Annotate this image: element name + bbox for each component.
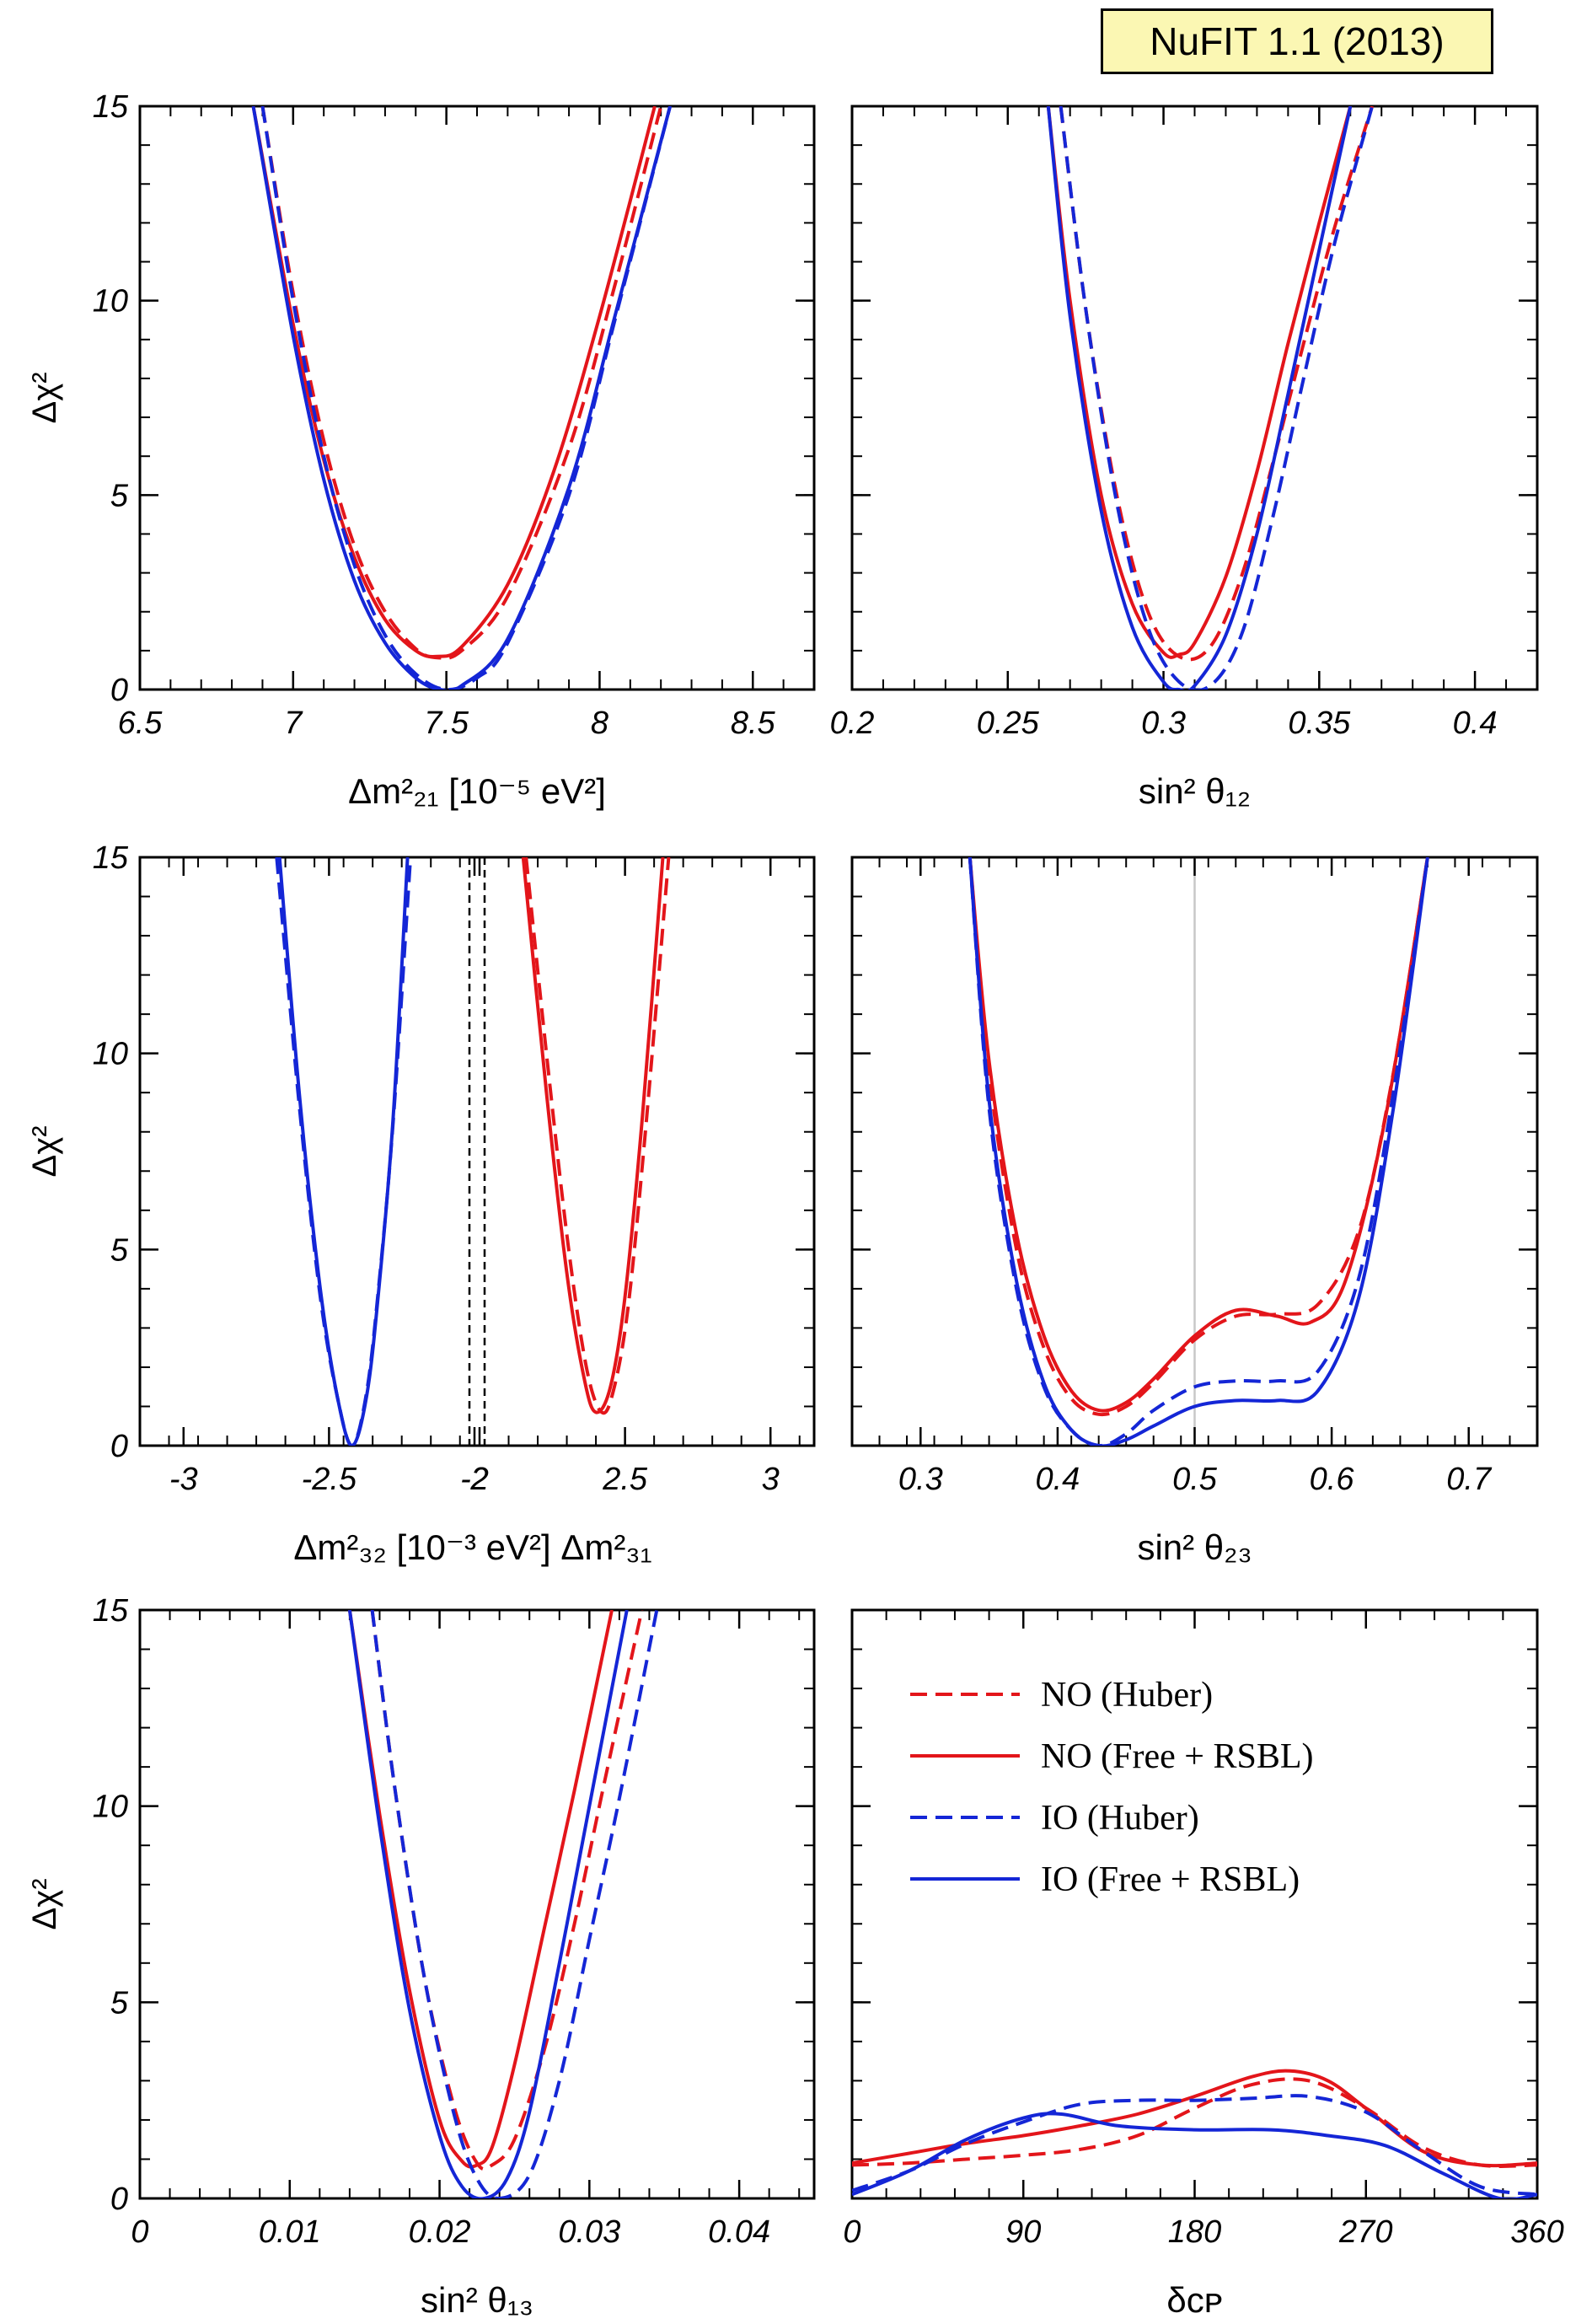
y-tick-label: 0	[110, 1429, 128, 1464]
curve-io-dashed	[852, 2094, 1537, 2197]
curve-no-dashed	[370, 1610, 644, 2171]
x-tick-label: 0.02	[409, 2214, 471, 2250]
x-tick-label: 8	[591, 706, 608, 741]
x-tick-label: 7	[284, 706, 303, 741]
curve-no-solid	[347, 1610, 614, 2169]
x-tick-label: -2.5	[302, 1462, 357, 1497]
y-tick-label: 5	[110, 1985, 129, 2021]
curve-io-solid	[277, 857, 410, 1446]
nufit-version-badge: NuFIT 1.1 (2013)	[1101, 8, 1493, 74]
x-axis-label: Δm²₃₂ [10⁻³ eV²] Δm²₃₁	[293, 1527, 651, 1567]
y-tick-label: 0	[110, 2182, 128, 2217]
curve-io-solid	[347, 1610, 629, 2198]
panel-th12: 0.2 0.25 0.3 0.35 0.4 sin² θ₁₂	[830, 105, 1539, 811]
legend-label: IO (Free + RSBL)	[1041, 1860, 1300, 1899]
x-axis-label: Δm²₂₁ [10⁻⁵ eV²]	[348, 771, 606, 811]
x-tick-label: 2	[469, 1462, 488, 1497]
x-tick-label: 3	[762, 1462, 780, 1497]
x-tick-label: 360	[1510, 2214, 1563, 2250]
x-tick-label: 0.6	[1310, 1462, 1355, 1497]
x-tick-label: -2	[460, 1462, 489, 1497]
y-tick-label: 10	[93, 284, 128, 319]
curve-no-dashed	[1059, 106, 1375, 662]
x-tick-label: 0.3	[1141, 706, 1186, 741]
x-axis-label: sin² θ₂₃	[1137, 1527, 1252, 1567]
x-tick-label: 0	[131, 2214, 148, 2250]
legend-label: NO (Huber)	[1041, 1676, 1213, 1715]
y-axis-label: Δχ²	[26, 1878, 63, 1930]
x-tick-label: 0.04	[708, 2214, 770, 2250]
x-tick-label: 0.5	[1172, 1462, 1218, 1497]
curve-no-dashed	[524, 857, 671, 1415]
curve-io-solid	[251, 106, 673, 690]
y-axis-label: Δχ²	[26, 1125, 63, 1177]
x-tick-label: 0.2	[830, 706, 875, 741]
curve-io-solid	[968, 857, 1429, 1446]
legend-label: IO (Huber)	[1041, 1799, 1199, 1838]
legend-label: NO (Free + RSBL)	[1041, 1737, 1314, 1776]
plot-frame	[138, 1608, 816, 2200]
panel-dm3l: -3 -2.5 -22 2.5 3 0 5 10 15 Δχ² Δm²₃₂ [10⁻³ eV²] Δ…	[26, 840, 816, 1567]
plot-frame	[138, 856, 816, 1447]
panel-th23: 0.3 0.4 0.5 0.6 0.7 sin² θ₂₃	[850, 856, 1539, 1567]
curve-io-dashed	[370, 1610, 659, 2198]
curve-io-dashed	[968, 857, 1429, 1446]
y-tick-label: 15	[93, 840, 129, 876]
panel-dm21: 6.5 7 7.5 8 8.5 0 5 10 15 Δχ² Δm²₂₁ [10⁻⁵ eV²]	[26, 89, 816, 811]
curve-io-dashed	[260, 106, 673, 690]
x-tick-label: 0.3	[898, 1462, 943, 1497]
y-tick-label: 10	[93, 1037, 128, 1072]
curve-no-solid	[251, 106, 657, 659]
x-tick-label: -3	[169, 1462, 198, 1497]
y-tick-label: 5	[110, 478, 129, 513]
curve-io-solid	[852, 2112, 1537, 2198]
plot-frame	[138, 105, 816, 691]
y-tick-label: 10	[93, 1790, 128, 1825]
x-tick-label: 0.25	[977, 706, 1040, 741]
curve-no-dashed	[852, 2077, 1537, 2168]
x-tick-label: 270	[1338, 2214, 1392, 2250]
x-tick-label: 0.4	[1453, 706, 1498, 741]
panel-th13: 0 0.01 0.02 0.03 0.04 0 5 10 15 Δχ² sin² θ₁₃	[26, 1593, 816, 2320]
x-tick-label: 8.5	[731, 706, 776, 741]
legend: NO (Huber) NO (Free + RSBL) IO (Huber) IO (…	[910, 1676, 1314, 1899]
x-tick-label: 6.5	[118, 706, 163, 741]
curve-io-dashed	[1059, 106, 1375, 690]
x-axis-label: sin² θ₁₃	[421, 2280, 533, 2320]
x-tick-label: 90	[1005, 2214, 1041, 2250]
y-axis-label: Δχ²	[26, 372, 63, 423]
x-tick-label: 0.01	[259, 2214, 321, 2250]
x-tick-label: 0.4	[1035, 1462, 1080, 1497]
y-tick-label: 5	[110, 1232, 129, 1268]
x-tick-label: 2.5	[602, 1462, 648, 1497]
y-tick-label: 15	[93, 1593, 129, 1629]
x-axis-label: δᴄᴘ	[1166, 2280, 1222, 2320]
curve-no-solid	[521, 857, 665, 1414]
x-axis-label: sin² θ₁₂	[1139, 771, 1251, 811]
plot-frame	[850, 105, 1539, 691]
panel-dcp: 0 90 180 270 360 δᴄᴘ	[843, 1608, 1564, 2320]
y-tick-label: 15	[93, 89, 129, 125]
curve-no-solid	[968, 857, 1429, 1413]
curve-no-solid	[1046, 106, 1353, 659]
x-tick-label: 180	[1168, 2214, 1221, 2250]
x-tick-label: 0	[843, 2214, 860, 2250]
x-tick-label: 0.03	[558, 2214, 620, 2250]
y-tick-label: 0	[110, 673, 128, 708]
x-tick-label: 0.7	[1446, 1462, 1493, 1497]
x-tick-label: 7.5	[424, 706, 469, 741]
curve-io-solid	[1046, 106, 1353, 690]
x-tick-label: 0.35	[1288, 706, 1351, 741]
